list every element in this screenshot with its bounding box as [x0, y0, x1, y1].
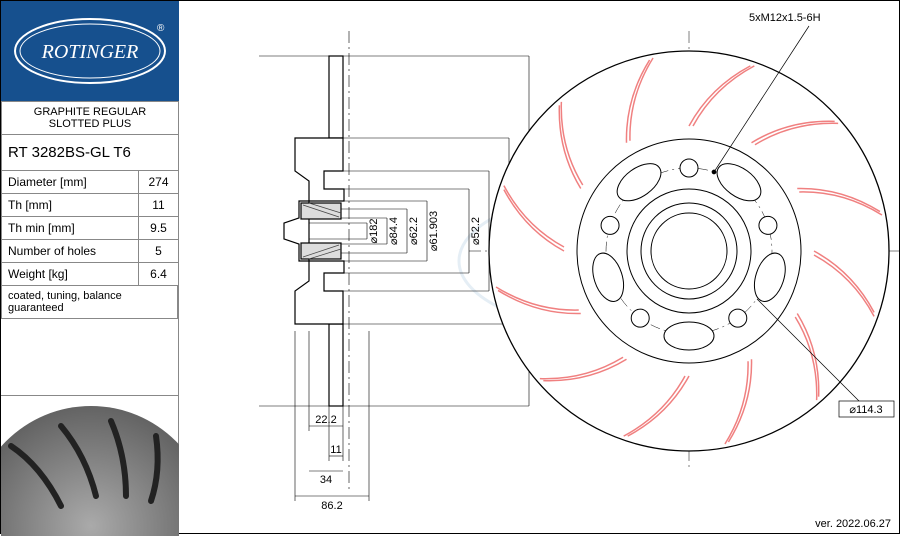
svg-text:®: ® — [157, 23, 165, 34]
page: ROTINGER ® GRAPHITE REGULAR SLOTTED PLUS… — [0, 0, 900, 534]
svg-text:⌀62.2: ⌀62.2 — [408, 217, 420, 245]
bolt-spec: 5xM12x1.5-6H — [749, 12, 821, 24]
part-number: RT 3282BS-GL T6 — [2, 135, 179, 171]
thumbnail — [1, 395, 179, 535]
table-row: Weight [kg]6.4 — [2, 263, 179, 286]
brand-logo: ROTINGER ® — [1, 1, 179, 101]
svg-text:11: 11 — [330, 444, 341, 456]
table-row: Number of holes5 — [2, 240, 179, 263]
svg-text:⌀84.4: ⌀84.4 — [388, 217, 400, 245]
footer-note: coated, tuning, balance guaranteed — [1, 286, 178, 319]
technical-drawing: ROTINGER — [179, 1, 900, 533]
table-row: Diameter [mm]274 — [2, 171, 179, 194]
bolt-circle-dia: ⌀114.3 — [849, 404, 882, 416]
table-row: Th [mm]11 — [2, 194, 179, 217]
table-row: Th min [mm]9.5 — [2, 217, 179, 240]
svg-text:⌀182: ⌀182 — [368, 219, 380, 244]
brand-text: ROTINGER — [41, 41, 139, 63]
logo-graphic: ROTINGER ® — [1, 1, 179, 101]
sidebar: ROTINGER ® GRAPHITE REGULAR SLOTTED PLUS… — [1, 1, 179, 535]
svg-text:⌀61.903: ⌀61.903 — [428, 211, 440, 251]
drawing-area: ROTINGER — [179, 1, 899, 533]
product-line: GRAPHITE REGULAR SLOTTED PLUS — [2, 102, 179, 135]
spec-table: GRAPHITE REGULAR SLOTTED PLUS RT 3282BS-… — [1, 101, 179, 286]
svg-text:⌀52.2: ⌀52.2 — [470, 217, 482, 245]
svg-text:86.2: 86.2 — [321, 500, 342, 512]
front-view: 5xM12x1.5-6H ⌀114.3 — [469, 12, 900, 471]
version-label: ver. 2022.06.27 — [815, 518, 891, 530]
svg-text:22.2: 22.2 — [315, 414, 336, 426]
svg-text:34: 34 — [320, 474, 332, 486]
